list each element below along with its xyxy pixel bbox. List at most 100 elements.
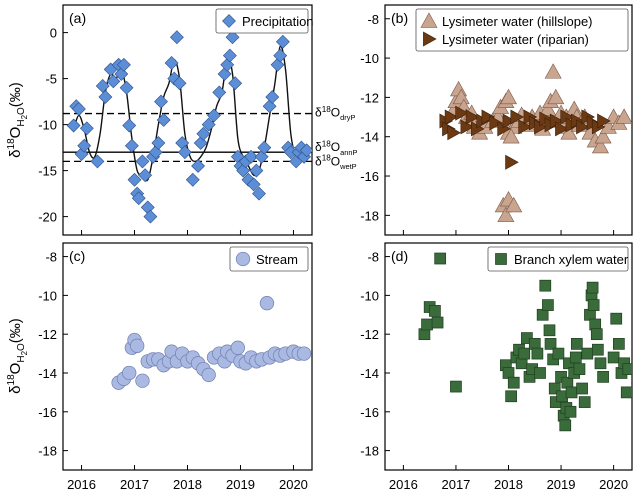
legend: Precipitation [215,8,314,34]
series-triangle-right [434,9,611,170]
data-point [586,281,599,294]
data-point [615,108,632,124]
data-point [131,191,146,206]
data-point [191,159,206,173]
reference-label-wetP: δ18OwetP [315,154,357,171]
plot-frame [384,242,633,471]
data-point [77,138,92,153]
legend-box [215,8,309,34]
data-point [613,338,625,350]
x-tick-label: 2017 [441,477,470,492]
panels: 0 -5 -10 -15 -20 (a) Precipitation δ18OdryP δ18O… [38,4,633,492]
data-point [98,90,113,104]
data-point [573,363,586,375]
data-point [122,365,137,381]
data-point [591,343,604,356]
panel-b: -8 -10 -12 -14 -16 -18 (b) Lysimeter water (hil… [360,4,633,236]
data-point [510,109,525,125]
data-point [481,109,496,125]
data-point [450,380,462,393]
data-point [581,347,594,360]
y-tick-label: -20 [38,210,57,225]
data-point [421,318,433,331]
y-tick-label: -10 [38,288,57,303]
data-point [156,113,171,127]
legend-marker [235,251,251,267]
data-point [172,76,187,91]
legend-box [415,8,629,52]
data-point [569,351,582,364]
y-tick-label: 0 [50,26,57,41]
data-point [590,328,603,341]
data-point [552,347,565,360]
data-point [544,338,557,350]
y-tick-label: -16 [360,405,379,420]
data-point [299,143,312,158]
plot-area [111,295,312,390]
y-axis-label-bottom: δ18OH2O(‰) [6,318,29,394]
data-point [164,56,179,70]
legend-box [487,246,629,272]
data-point [228,76,243,91]
data-point [548,382,561,395]
data-point [528,338,541,350]
panel-a: 0 -5 -10 -15 -20 (a) Precipitation δ18OdryP δ18O… [38,4,358,236]
data-point [246,177,261,192]
legend: Stream [229,246,309,272]
data-point [196,126,211,141]
legend: Branch xylem water [487,246,629,272]
legend-label: Lysimeter water (riparian) [442,32,589,47]
y-tick-label: -10 [38,118,57,133]
legend-marker [420,12,438,28]
data-point [270,57,285,72]
data-point [455,105,469,121]
legend-box [229,246,309,272]
data-point [244,149,258,164]
y-tick-label: -8 [367,250,379,265]
data-point [106,74,121,89]
y-tick-label: -12 [360,327,379,342]
reference-label-annP: δ18OannP [315,139,358,156]
data-point [252,186,266,201]
data-point [594,128,612,144]
data-point [273,48,288,63]
data-point [185,172,200,187]
series-diamond [66,30,312,224]
data-point [259,295,275,311]
data-point [201,367,216,383]
y-tick-label: -15 [38,164,57,179]
data-point [539,100,557,116]
data-point [119,80,134,95]
legend-marker [423,31,437,47]
data-point [66,118,81,133]
legend-label: Branch xylem water [514,252,629,267]
data-point [531,347,544,360]
data-point [79,121,94,136]
data-point [418,328,431,341]
data-point [230,340,245,355]
data-point [497,206,515,223]
panel-label: (a) [69,10,86,26]
data-point [434,252,447,265]
x-tick-label: 2020 [279,477,308,492]
data-point [560,124,578,140]
data-point [135,373,150,388]
data-point [622,363,632,375]
y-axis-title: δ18OH2O(‰) [6,82,29,158]
data-point [570,338,583,350]
data-point [502,128,520,144]
data-point [296,346,312,361]
x-tick-label: 2020 [599,477,628,492]
data-point [587,299,600,311]
data-point [543,324,556,337]
data-point [447,125,461,141]
data-point [555,121,569,137]
data-point [225,30,240,45]
y-tick-label: -10 [360,51,379,66]
data-point [124,138,139,153]
x-tick-label: 2016 [67,477,96,492]
y-tick-label: -16 [38,405,57,420]
plot-area [63,30,312,224]
x-tick-label: 2016 [389,477,418,492]
